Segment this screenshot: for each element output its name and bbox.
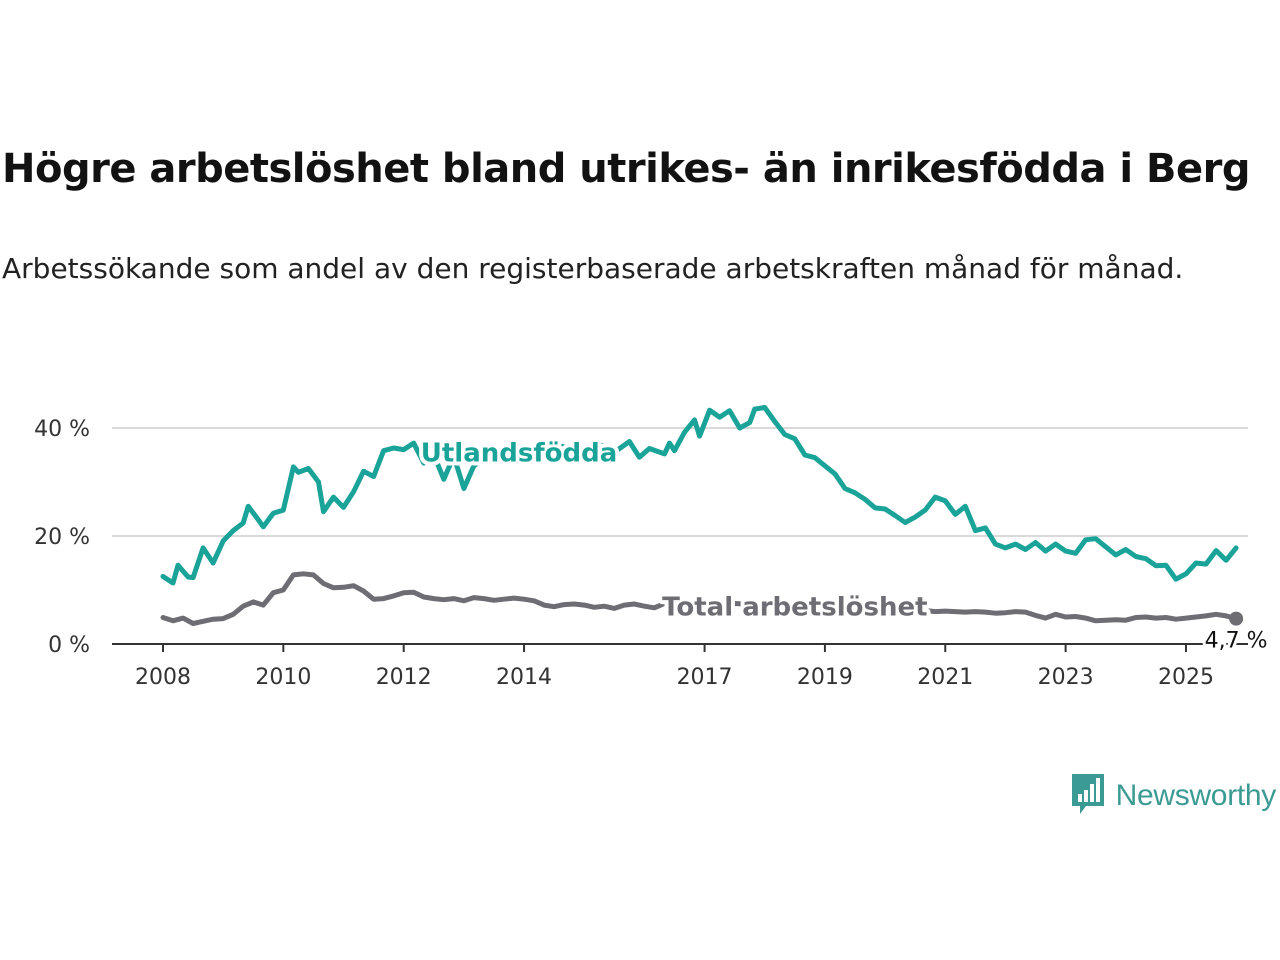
- newsworthy-logo: Newsworthy: [1070, 772, 1276, 820]
- end-value-label: 4,7 %: [1205, 629, 1268, 654]
- series-layer: [160, 405, 1239, 626]
- series-label-utlandsf-dda: Utlandsfödda: [421, 438, 618, 468]
- x-tick-label: 2025: [1158, 665, 1214, 690]
- end-marker: [1229, 611, 1244, 626]
- x-tick-label: 2017: [677, 665, 733, 690]
- x-tick-label: 2012: [376, 665, 432, 690]
- x-tick-label: 2014: [496, 665, 552, 690]
- series-line-utlandsf-dda: [160, 405, 1239, 586]
- x-tick-label: 2010: [255, 665, 311, 690]
- x-tick-label: 2021: [917, 665, 973, 690]
- x-tick-label: 2023: [1038, 665, 1094, 690]
- series-label-total-arbetsl-shet: Total arbetslöshet: [662, 593, 927, 623]
- series-line-total-arbetsl-shet: [160, 571, 1239, 626]
- chart-subtitle: Arbetssökande som andel av den registerb…: [2, 252, 1184, 285]
- grid-layer: [112, 427, 1248, 537]
- y-tick-label: 40 %: [34, 417, 90, 442]
- x-tick-label: 2008: [135, 665, 191, 690]
- label-layer: Utlandsfödda Total arbetslöshet 4,7 %: [417, 434, 1271, 656]
- line-chart: 0 % 20 % 40 % 2008 2010 2012 2014 2017 2019 2021 2…: [34, 405, 1271, 690]
- x-tick-label: 2019: [797, 665, 853, 690]
- y-tick-label: 0 %: [48, 633, 90, 658]
- y-tick-label: 20 %: [34, 525, 90, 550]
- bar-chart-speech-bubble-icon: [1070, 772, 1106, 820]
- chart-title: Högre arbetslöshet bland utrikes- än inr…: [2, 146, 1251, 192]
- axis-layer: 0 % 20 % 40 % 2008 2010 2012 2014 2017 2019 2021 2…: [34, 417, 1248, 690]
- brand-name: Newsworthy: [1115, 779, 1277, 812]
